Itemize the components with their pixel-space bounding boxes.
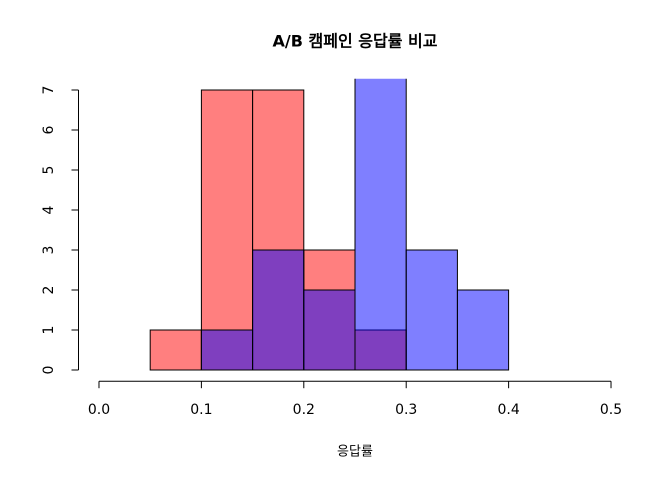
x-tick-label: 0.5 <box>600 402 622 418</box>
y-tick-label: 2 <box>41 286 57 295</box>
histogram-bar <box>456 289 510 371</box>
chart-title: A/B 캠페인 응답률 비교 <box>273 32 438 51</box>
x-tick-label: 0.3 <box>395 402 417 418</box>
y-tick-label: 7 <box>41 86 57 95</box>
y-tick-label: 0 <box>41 366 57 375</box>
histogram-bar <box>405 249 458 371</box>
histogram-bar <box>149 329 202 371</box>
histogram-bar <box>252 249 305 371</box>
x-tick-label: 0.0 <box>88 402 110 418</box>
histogram-bar <box>303 289 356 371</box>
y-tick-label: 1 <box>41 326 57 335</box>
histogram-bar <box>200 89 254 371</box>
y-tick-label: 6 <box>41 125 57 134</box>
y-tick-label: 4 <box>41 205 57 214</box>
histogram-bar <box>354 78 407 371</box>
x-axis-label: 응답률 <box>337 445 373 460</box>
y-tick-label: 5 <box>41 166 57 175</box>
x-tick-label: 0.1 <box>190 402 212 418</box>
x-tick-label: 0.4 <box>497 402 519 418</box>
histogram-bar <box>200 329 254 371</box>
plot-area <box>149 78 510 371</box>
x-tick-label: 0.2 <box>293 402 315 418</box>
y-tick-label: 3 <box>41 246 57 255</box>
